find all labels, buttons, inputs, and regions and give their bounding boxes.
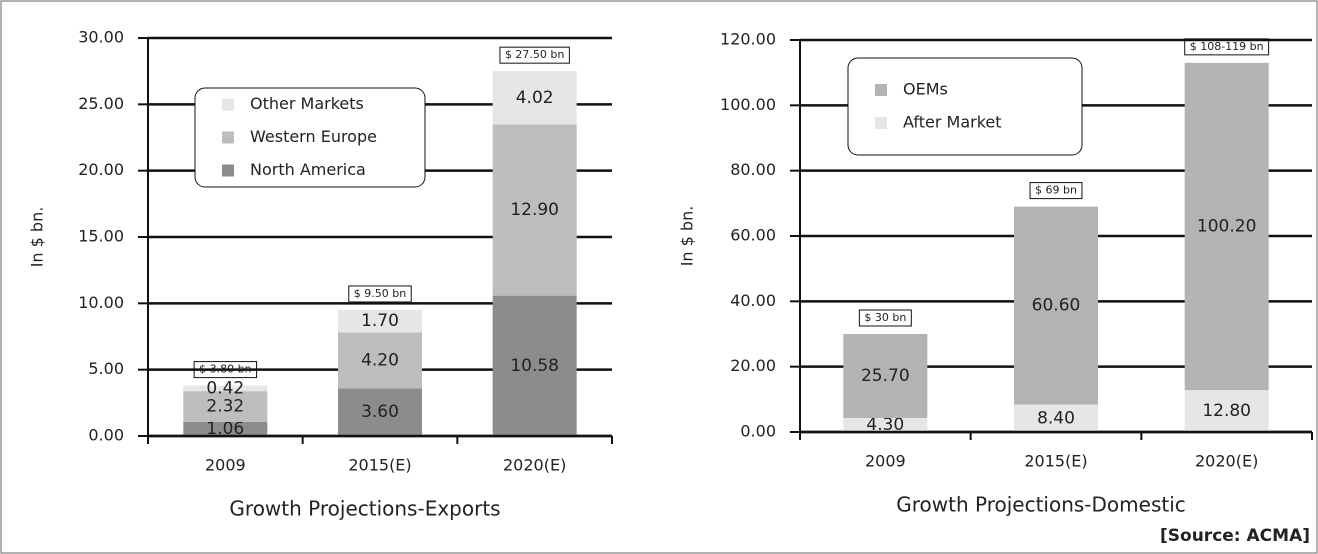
x-tick-label: 2015(E) <box>348 456 411 475</box>
legend-label: North America <box>250 160 366 179</box>
y-tick-label: 40.00 <box>730 291 776 310</box>
legend-swatch <box>875 117 887 129</box>
y-axis-label: In $ bn. <box>28 207 47 268</box>
bar-segment <box>492 71 577 125</box>
value-label: 10.58 <box>510 356 559 376</box>
legend-swatch <box>222 98 234 111</box>
total-label: $ 108-119 bn <box>1190 40 1264 53</box>
y-tick-label: 0.00 <box>88 426 124 445</box>
legend-label: OEMs <box>903 80 948 99</box>
source: [Source: ACMA] <box>1160 526 1310 546</box>
value-label: 8.40 <box>1037 408 1075 428</box>
chart-title: Growth Projections-Exports <box>229 497 500 521</box>
bar-segment <box>1184 390 1269 432</box>
total-label: $ 9.50 bn <box>354 287 406 300</box>
bar-segment <box>843 334 928 418</box>
total-box <box>1029 182 1083 200</box>
y-tick-label: 15.00 <box>78 227 124 246</box>
total-box <box>499 46 570 64</box>
total-label: $ 27.50 bn <box>505 48 564 61</box>
bar-segment <box>338 388 422 436</box>
value-label: 0.42 <box>206 378 244 398</box>
bar-segment <box>183 385 268 392</box>
total-label: $ 3.80 bn <box>199 363 251 376</box>
bar-segment <box>492 295 577 436</box>
y-tick-label: 120.00 <box>720 30 776 49</box>
value-label: 2.32 <box>206 397 244 417</box>
legend-swatch <box>222 131 234 144</box>
x-tick-label: 2020(E) <box>1195 452 1258 471</box>
value-label: 4.30 <box>866 415 904 435</box>
bar-segment <box>183 421 268 436</box>
x-tick-label: 2020(E) <box>503 456 566 475</box>
y-tick-label: 100.00 <box>720 95 776 114</box>
y-axis-label: In $ bn. <box>678 206 697 267</box>
legend-label: Other Markets <box>250 94 364 113</box>
x-tick-label: 2009 <box>205 456 246 475</box>
y-tick-label: 10.00 <box>78 293 124 312</box>
value-label: 100.20 <box>1197 217 1256 237</box>
value-label: 1.70 <box>361 311 399 331</box>
total-box <box>348 285 412 303</box>
bar-segment <box>843 417 928 432</box>
value-label: 4.20 <box>361 350 399 370</box>
value-label: 12.90 <box>510 200 559 220</box>
bar-segment <box>183 391 268 422</box>
bar-segment <box>1014 404 1098 432</box>
y-tick-label: 60.00 <box>730 226 776 245</box>
legend-label: After Market <box>903 113 1002 132</box>
bar-segment <box>1014 206 1098 405</box>
total-label: $ 69 bn <box>1035 184 1077 197</box>
y-tick-label: 25.00 <box>78 94 124 113</box>
value-label: 3.60 <box>361 402 399 422</box>
value-label: 25.70 <box>861 366 910 386</box>
bar-segment <box>1184 62 1269 391</box>
x-tick-label: 2009 <box>865 452 906 471</box>
total-label: $ 30 bn <box>864 311 906 324</box>
legend-swatch <box>222 164 234 177</box>
bar-segment <box>338 332 422 389</box>
legend-swatch <box>875 84 887 96</box>
legend-box <box>847 57 1083 156</box>
y-tick-label: 0.00 <box>740 422 776 441</box>
y-tick-label: 5.00 <box>88 359 124 378</box>
x-tick-label: 2015(E) <box>1024 452 1087 471</box>
legend-box <box>194 87 426 188</box>
y-tick-label: 30.00 <box>78 28 124 47</box>
total-box <box>1184 38 1270 56</box>
bar-segment <box>338 309 422 333</box>
y-tick-label: 80.00 <box>730 160 776 179</box>
value-label: 4.02 <box>516 88 554 108</box>
value-label: 12.80 <box>1202 401 1251 421</box>
total-box <box>858 309 912 327</box>
y-tick-label: 20.00 <box>78 160 124 179</box>
chart-title: Growth Projections-Domestic <box>896 493 1186 517</box>
bar-segment <box>492 124 577 296</box>
legend-label: Western Europe <box>250 127 377 146</box>
value-label: 1.06 <box>206 419 244 439</box>
y-tick-label: 20.00 <box>730 356 776 375</box>
total-box <box>193 361 258 379</box>
value-label: 60.60 <box>1032 296 1081 316</box>
